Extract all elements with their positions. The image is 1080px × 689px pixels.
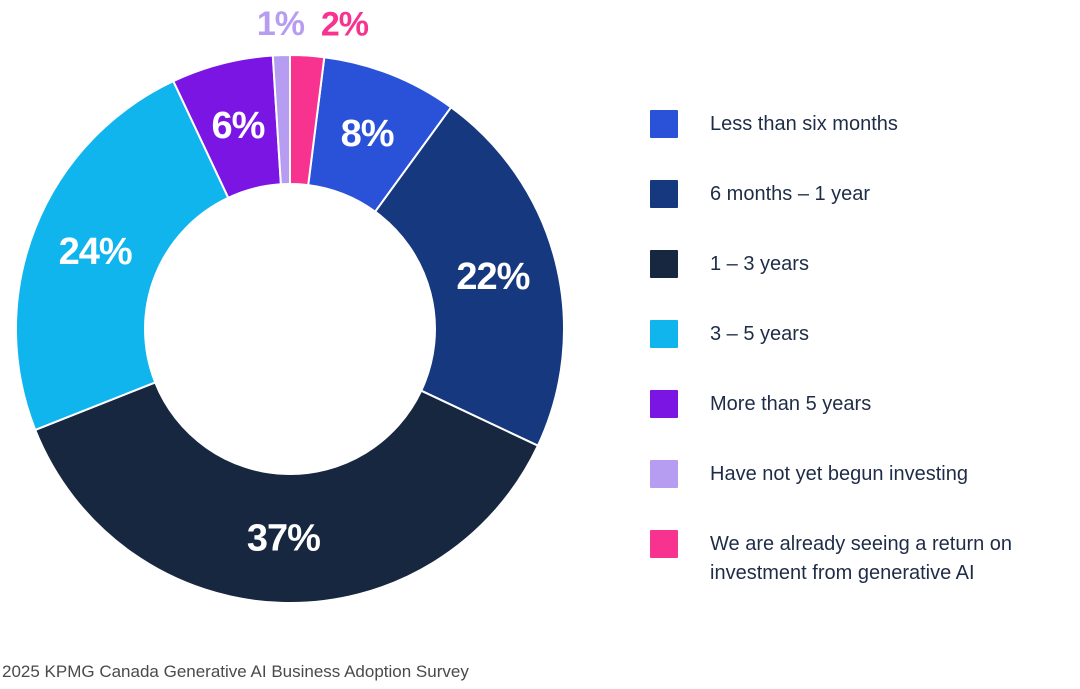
donut-slice [34,381,539,605]
legend-swatch [650,390,678,418]
legend-swatch [650,180,678,208]
slice-value-label-outside: 2% [321,6,369,44]
legend-swatch [650,530,678,558]
slice-value-label-outside: 1% [257,5,305,43]
donut-slice [289,54,326,187]
donut-chart: 8% 22% 37% 24% 6% 1% 2% [15,5,566,605]
legend-label: 3 – 5 years [710,323,809,345]
legend-label: 1 – 3 years [710,253,809,275]
source-note: 2025 KPMG Canada Generative AI Business … [2,662,469,681]
slice-value-label: 6% [211,105,264,147]
legend-label: We are already seeing a return on invest… [710,533,1013,584]
legend-label: 6 months – 1 year [710,183,871,205]
legend-item: We are already seeing a return on invest… [650,530,1050,588]
legend-label: Have not yet begun investing [710,463,968,485]
legend-item: Less than six months [650,110,1050,139]
legend-item: 6 months – 1 year [650,180,1050,209]
donut-slice [15,80,230,431]
legend-swatch [650,320,678,348]
legend-item: 1 – 3 years [650,250,1050,279]
chart-legend: Less than six months 6 months – 1 year 1 –… [650,110,1050,629]
legend-swatch [650,460,678,488]
legend-item: Have not yet begun investing [650,460,1050,489]
slice-value-label: 24% [59,231,132,273]
legend-label: Less than six months [710,113,898,135]
legend-label: More than 5 years [710,393,872,415]
legend-item: More than 5 years [650,390,1050,419]
slice-value-label: 37% [247,517,320,559]
legend-swatch [650,110,678,138]
slice-value-label: 22% [456,256,529,298]
legend-swatch [650,250,678,278]
legend-item: 3 – 5 years [650,320,1050,349]
slice-value-label: 8% [341,113,394,155]
donut-slice [374,106,566,447]
